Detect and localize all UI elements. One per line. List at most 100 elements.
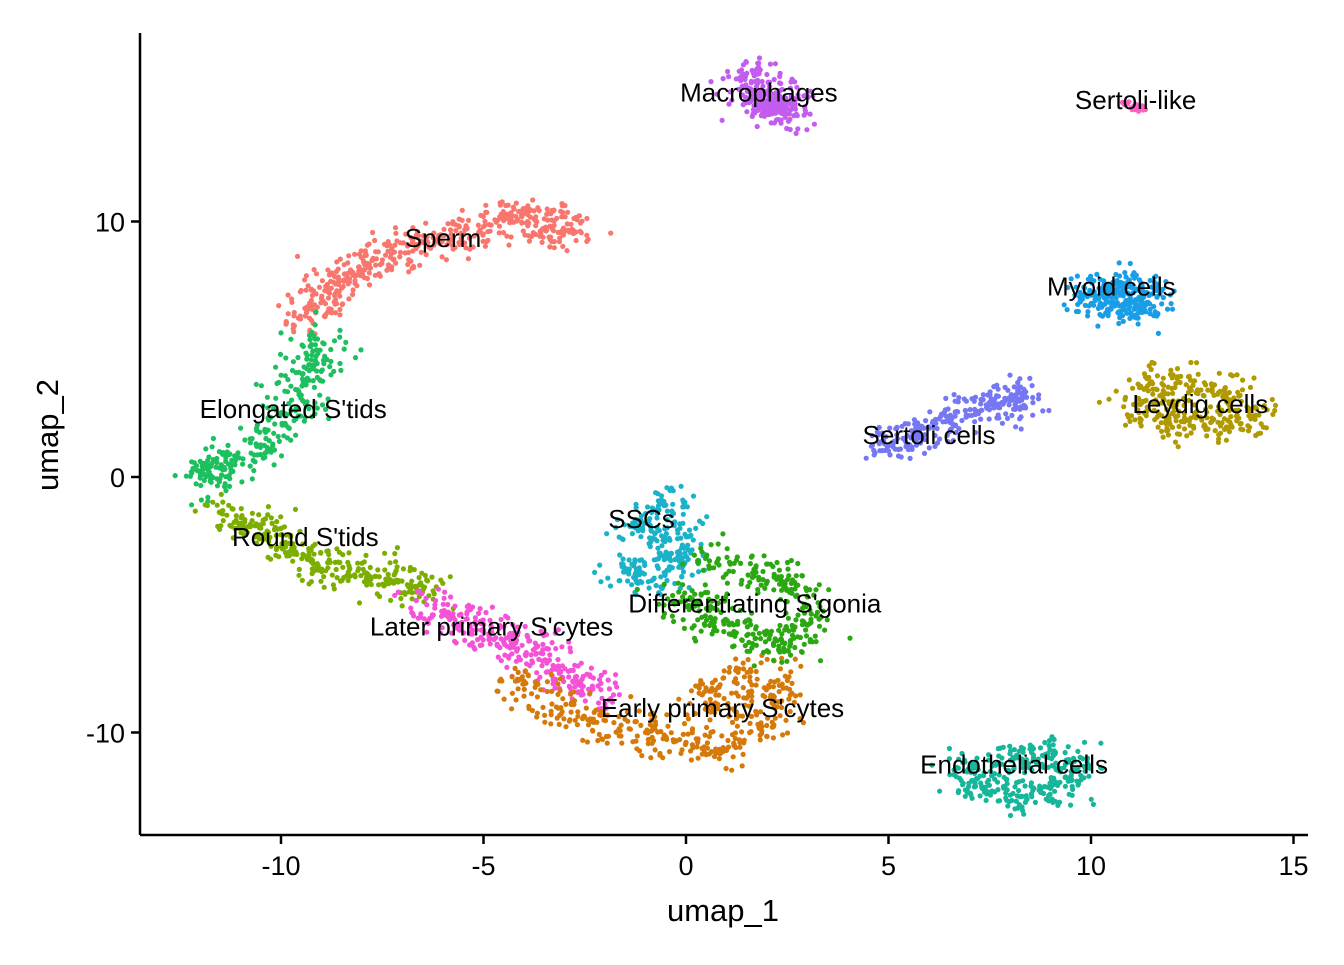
data-point [743,82,749,88]
data-point [1097,300,1103,306]
data-point [739,713,746,719]
data-point [721,695,727,702]
anchor-point [679,556,685,562]
data-point [627,726,634,732]
data-point [1022,799,1028,806]
data-point [1217,409,1223,415]
data-point [764,656,770,662]
data-point [400,566,406,572]
anchor-point [533,650,539,656]
data-point [1001,774,1007,780]
data-point [638,534,644,540]
data-point [1223,437,1229,443]
data-point [729,690,735,696]
data-point [612,680,618,686]
data-point [654,525,660,531]
data-point [532,684,538,691]
data-point [538,687,544,693]
data-point [981,770,987,776]
data-point [793,693,799,699]
point-group [379,564,456,612]
data-point [720,618,727,624]
data-point [703,685,709,691]
anchor-point [557,668,564,674]
data-point [337,360,343,367]
data-point [950,421,956,427]
data-point [413,245,419,251]
cluster-label: Early primary S'cytes [601,693,844,723]
data-point [356,600,363,606]
data-point [617,728,623,734]
data-point [641,560,648,566]
y-tick-label: 0 [110,463,125,493]
data-point [959,417,965,424]
data-point [1146,374,1152,380]
data-point [295,387,301,393]
data-point [1065,775,1071,781]
anchor-point [347,566,353,572]
data-point [525,634,531,640]
data-point [557,235,563,241]
data-point [366,264,372,270]
data-point [311,384,317,390]
data-point [256,512,262,518]
data-point [306,552,312,558]
data-point [432,598,439,604]
data-point [574,673,580,680]
data-point [379,581,386,587]
data-point [634,586,640,593]
data-point [589,727,596,733]
data-point [346,279,352,285]
anchor-point [1246,413,1252,419]
data-point [214,459,220,465]
data-point [985,757,992,763]
data-point [680,569,687,575]
data-point [1073,284,1079,290]
data-point [654,515,660,521]
data-point [613,524,619,531]
data-point [782,641,788,647]
x-tick-label: -5 [471,851,495,881]
data-point [1001,785,1007,791]
data-point [661,581,667,588]
data-point [562,666,568,672]
data-point [1016,779,1022,785]
data-point [755,586,761,593]
data-point [1125,302,1131,308]
data-point [383,252,389,258]
data-point [621,522,628,528]
data-point [730,754,736,760]
data-point [978,401,984,407]
data-point [720,574,726,580]
y-axis-title: umap_2 [30,379,65,491]
data-point [273,532,279,539]
data-point [313,354,319,360]
data-point [657,591,663,597]
points-layer [172,55,1279,819]
data-point [1123,274,1129,280]
data-point [262,450,268,456]
data-point [1226,407,1232,414]
data-point [258,442,264,448]
data-point [972,429,979,436]
data-point [560,696,566,702]
data-point [606,686,613,692]
data-point [382,567,388,573]
data-point [1030,394,1036,401]
data-point [1247,384,1254,390]
data-point [220,499,226,505]
data-point [1147,311,1153,317]
data-point [1154,401,1160,407]
data-point [725,68,731,75]
data-point [1228,372,1234,378]
data-point [815,600,821,606]
data-point [794,84,800,90]
data-point [1015,380,1021,386]
data-point [562,214,568,220]
data-point [776,647,782,653]
data-point [270,405,277,411]
data-point [666,535,672,541]
data-point [555,657,561,663]
data-point [286,553,292,559]
